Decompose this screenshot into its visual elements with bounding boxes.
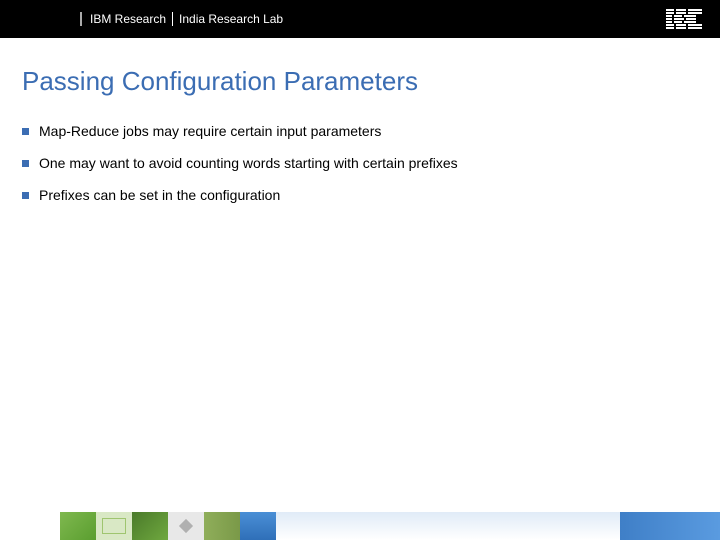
footer-segment [132,512,168,540]
list-item: Map-Reduce jobs may require certain inpu… [22,123,698,139]
footer-segment [240,512,276,540]
footer-segment [204,512,240,540]
bullet-marker-icon [22,160,29,167]
footer-segment [168,512,204,540]
slide-footer-strip [0,512,720,540]
header-leading-bar [80,12,82,26]
footer-segment [620,512,720,540]
ibm-logo-icon [666,9,702,29]
footer-segment [96,512,132,540]
footer-segment [276,512,620,540]
header-breadcrumb: IBM Research India Research Lab [0,12,283,26]
list-item: One may want to avoid counting words sta… [22,155,698,171]
bullet-marker-icon [22,128,29,135]
bullet-list: Map-Reduce jobs may require certain inpu… [0,115,720,203]
slide-header: IBM Research India Research Lab [0,0,720,38]
list-item: Prefixes can be set in the configuration [22,187,698,203]
bullet-marker-icon [22,192,29,199]
header-org: IBM Research [90,12,166,26]
footer-segment [60,512,96,540]
slide-title: Passing Configuration Parameters [0,38,720,115]
header-lab: India Research Lab [179,12,283,26]
bullet-text: One may want to avoid counting words sta… [39,155,458,171]
bullet-text: Map-Reduce jobs may require certain inpu… [39,123,381,139]
footer-segment [0,512,60,540]
header-divider [172,12,173,26]
bullet-text: Prefixes can be set in the configuration [39,187,280,203]
